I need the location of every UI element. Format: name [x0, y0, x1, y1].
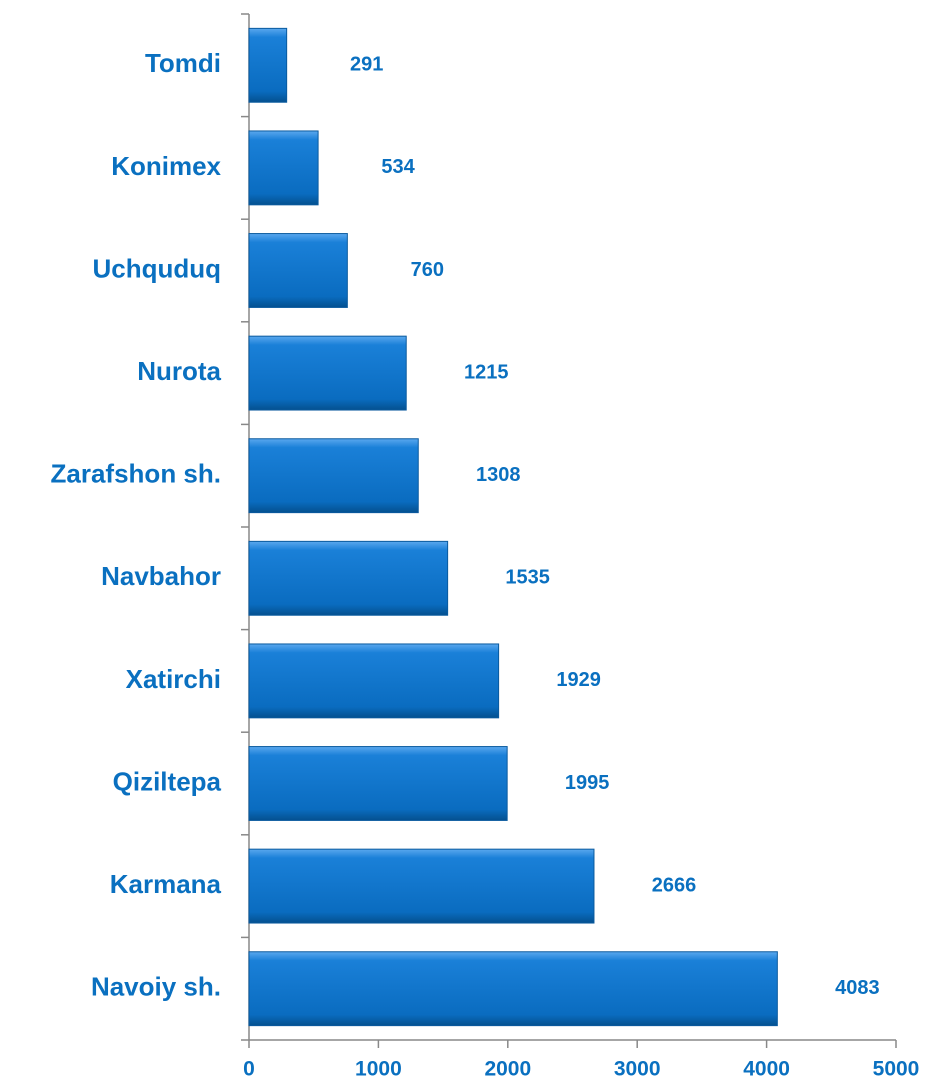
value-label: 291 — [350, 54, 383, 76]
value-label: 1995 — [565, 772, 610, 794]
x-tick-label: 4000 — [743, 1058, 790, 1081]
y-tick-label: Navoiy sh. — [91, 972, 221, 1002]
bar — [248, 643, 500, 719]
value-label: 1215 — [464, 361, 509, 383]
value-label: 534 — [381, 156, 415, 178]
bar — [248, 848, 595, 924]
bar — [248, 130, 319, 206]
bar — [248, 746, 508, 821]
bar — [248, 27, 288, 103]
y-tick-label: Uchquduq — [92, 253, 221, 283]
y-tick-label: Navbahor — [101, 561, 221, 591]
bar — [248, 951, 778, 1027]
value-label: 4083 — [835, 977, 880, 999]
y-tick-label: Konimex — [111, 151, 221, 181]
bar — [248, 438, 419, 514]
y-tick-label: Qiziltepa — [113, 766, 222, 796]
value-label: 2666 — [652, 874, 697, 896]
value-label: 1308 — [476, 464, 521, 486]
y-tick-label: Zarafshon sh. — [51, 459, 221, 489]
x-tick-label: 1000 — [355, 1058, 402, 1081]
y-tick-label: Nurota — [137, 356, 221, 386]
x-tick-label: 0 — [243, 1058, 255, 1081]
x-tick-label: 3000 — [614, 1058, 661, 1081]
y-tick-label: Tomdi — [145, 48, 221, 78]
x-tick-label: 2000 — [484, 1058, 531, 1081]
bar — [248, 233, 348, 308]
value-label: 1929 — [556, 669, 601, 691]
value-label: 760 — [411, 259, 444, 281]
x-tick-label: 5000 — [873, 1058, 920, 1081]
bar — [248, 335, 407, 411]
y-tick-label: Xatirchi — [126, 664, 221, 694]
bar — [248, 540, 449, 616]
y-tick-label: Karmana — [110, 869, 222, 899]
value-label: 1535 — [505, 567, 550, 589]
